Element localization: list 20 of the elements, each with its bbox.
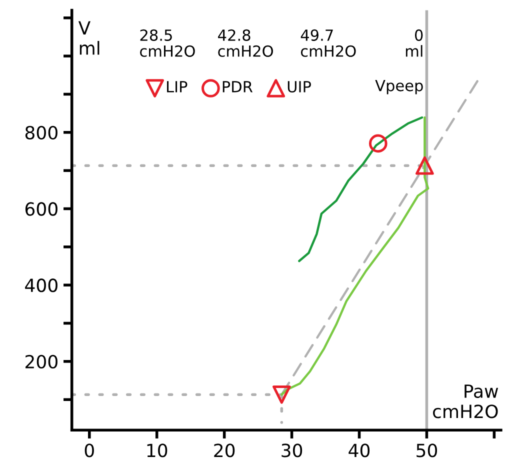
y-tick-label: 600	[25, 202, 58, 216]
x-tick-label: 0	[84, 444, 94, 458]
legend-label: PDR	[222, 81, 253, 92]
y-tick-label: 400	[25, 278, 58, 292]
y-tick-label: 200	[26, 354, 58, 369]
x-tick-label: 30	[282, 444, 302, 458]
annotation: 42.8 cmH2O	[218, 29, 273, 57]
x-axis-title: Paw cmH2O	[432, 384, 498, 418]
x-tick-label: 20	[214, 444, 235, 458]
annotation: 49.7 cmH2O	[300, 29, 356, 57]
y-tick-label: 800	[25, 126, 58, 140]
annotation: Vpeep	[375, 80, 423, 94]
legend-label: UIP	[288, 81, 311, 92]
annotation: 0 ml	[406, 29, 423, 57]
legend-label: LIP	[167, 81, 188, 92]
x-tick-label: 10	[147, 444, 168, 458]
x-tick-label: 50	[416, 444, 438, 458]
annotation: 28.5 cmH2O	[140, 29, 195, 57]
y-axis-title: V ml	[78, 21, 100, 55]
x-tick-label: 40	[348, 444, 370, 458]
